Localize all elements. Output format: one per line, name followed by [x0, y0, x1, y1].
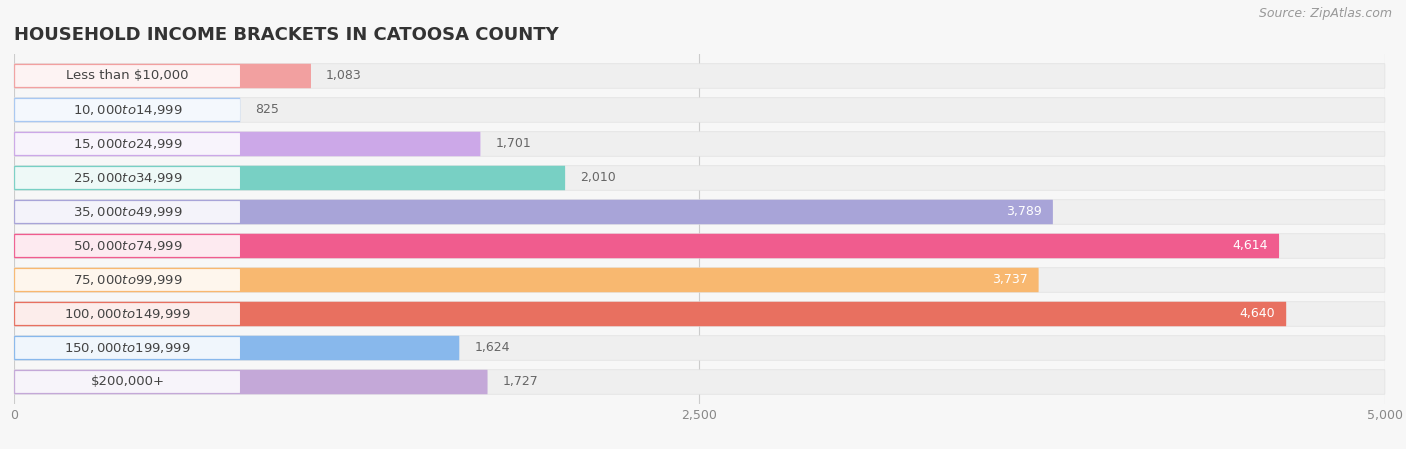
FancyBboxPatch shape [15, 201, 240, 223]
FancyBboxPatch shape [14, 166, 565, 190]
FancyBboxPatch shape [14, 200, 1053, 224]
Text: 3,737: 3,737 [991, 273, 1028, 286]
FancyBboxPatch shape [15, 337, 240, 359]
FancyBboxPatch shape [14, 64, 311, 88]
Text: 1,727: 1,727 [502, 375, 538, 388]
Text: Source: ZipAtlas.com: Source: ZipAtlas.com [1258, 7, 1392, 20]
FancyBboxPatch shape [14, 268, 1039, 292]
Text: $50,000 to $74,999: $50,000 to $74,999 [73, 239, 183, 253]
Text: $10,000 to $14,999: $10,000 to $14,999 [73, 103, 183, 117]
FancyBboxPatch shape [15, 371, 240, 393]
FancyBboxPatch shape [15, 65, 240, 87]
Text: 1,624: 1,624 [474, 342, 510, 355]
FancyBboxPatch shape [14, 132, 481, 156]
FancyBboxPatch shape [14, 64, 1385, 88]
FancyBboxPatch shape [14, 370, 1385, 394]
Text: 825: 825 [256, 103, 280, 116]
FancyBboxPatch shape [15, 133, 240, 155]
FancyBboxPatch shape [14, 302, 1286, 326]
FancyBboxPatch shape [14, 166, 1385, 190]
Text: $15,000 to $24,999: $15,000 to $24,999 [73, 137, 183, 151]
FancyBboxPatch shape [14, 302, 1385, 326]
Text: 3,789: 3,789 [1007, 206, 1042, 219]
FancyBboxPatch shape [14, 234, 1385, 258]
FancyBboxPatch shape [14, 370, 488, 394]
FancyBboxPatch shape [15, 303, 240, 325]
FancyBboxPatch shape [15, 99, 240, 121]
FancyBboxPatch shape [14, 234, 1279, 258]
Text: $25,000 to $34,999: $25,000 to $34,999 [73, 171, 183, 185]
FancyBboxPatch shape [14, 200, 1385, 224]
FancyBboxPatch shape [14, 336, 1385, 360]
Text: Less than $10,000: Less than $10,000 [66, 70, 188, 83]
Text: 1,083: 1,083 [326, 70, 361, 83]
Text: 4,614: 4,614 [1233, 239, 1268, 252]
Text: $35,000 to $49,999: $35,000 to $49,999 [73, 205, 183, 219]
Text: 2,010: 2,010 [581, 172, 616, 185]
Text: 1,701: 1,701 [495, 137, 531, 150]
FancyBboxPatch shape [14, 336, 460, 360]
Text: HOUSEHOLD INCOME BRACKETS IN CATOOSA COUNTY: HOUSEHOLD INCOME BRACKETS IN CATOOSA COU… [14, 26, 558, 44]
FancyBboxPatch shape [15, 235, 240, 257]
Text: $75,000 to $99,999: $75,000 to $99,999 [73, 273, 183, 287]
Text: $200,000+: $200,000+ [90, 375, 165, 388]
FancyBboxPatch shape [15, 167, 240, 189]
FancyBboxPatch shape [15, 269, 240, 291]
FancyBboxPatch shape [14, 132, 1385, 156]
FancyBboxPatch shape [14, 268, 1385, 292]
Text: $100,000 to $149,999: $100,000 to $149,999 [65, 307, 191, 321]
Text: 4,640: 4,640 [1240, 308, 1275, 321]
FancyBboxPatch shape [14, 98, 1385, 122]
Text: $150,000 to $199,999: $150,000 to $199,999 [65, 341, 191, 355]
FancyBboxPatch shape [14, 98, 240, 122]
